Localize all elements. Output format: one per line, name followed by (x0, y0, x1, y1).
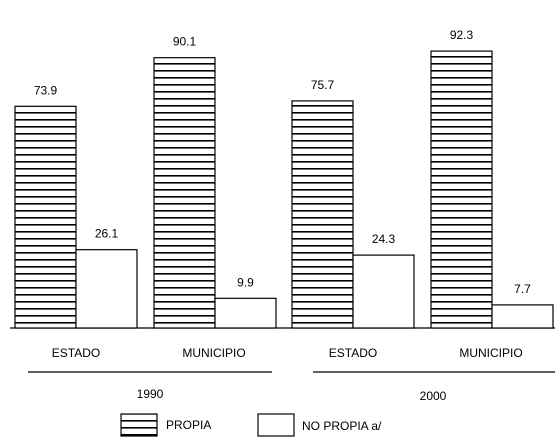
value-label-1990-municipio-no-propia: 9.9 (237, 275, 254, 289)
bar-1990-municipio-no-propia (214, 297, 277, 329)
bar-1990-municipio-propia (153, 57, 216, 329)
bar-1990-estado-propia (14, 105, 77, 329)
bar-2000-municipio-no-propia (491, 304, 554, 329)
category-labels: ESTADO MUNICIPIO ESTADO MUNICIPIO (52, 346, 523, 360)
year-label-1990: 1990 (137, 387, 164, 401)
value-label-1990-estado-no-propia: 26.1 (95, 227, 119, 241)
category-label-1990-estado: ESTADO (52, 346, 100, 360)
category-label-2000-municipio: MUNICIPIO (459, 346, 522, 360)
value-label-2000-municipio-propia: 92.3 (450, 28, 474, 42)
bar-2000-estado-no-propia (352, 254, 415, 329)
legend-label-propia: PROPIA (166, 418, 211, 432)
value-label-2000-estado-no-propia: 24.3 (372, 232, 396, 246)
bars (14, 50, 554, 329)
legend: PROPIA NO PROPIA a/ (120, 413, 382, 437)
legend-label-no-propia: NO PROPIA a/ (302, 419, 382, 433)
value-labels: 73.9 26.1 90.1 9.9 75.7 24.3 92.3 7.7 (34, 28, 531, 296)
category-label-2000-estado: ESTADO (329, 346, 377, 360)
legend-swatch-no-propia (257, 413, 295, 437)
value-label-1990-municipio-propia: 90.1 (173, 35, 197, 49)
bar-2000-estado-propia (291, 100, 354, 329)
year-label-2000: 2000 (420, 389, 447, 403)
bar-1990-estado-no-propia (75, 249, 138, 329)
bar-2000-municipio-propia (430, 50, 493, 329)
value-label-2000-municipio-no-propia: 7.7 (514, 282, 531, 296)
value-label-1990-estado-propia: 73.9 (34, 83, 58, 97)
value-label-2000-estado-propia: 75.7 (311, 78, 335, 92)
legend-swatch-propia (120, 413, 158, 437)
category-label-1990-municipio: MUNICIPIO (182, 346, 245, 360)
